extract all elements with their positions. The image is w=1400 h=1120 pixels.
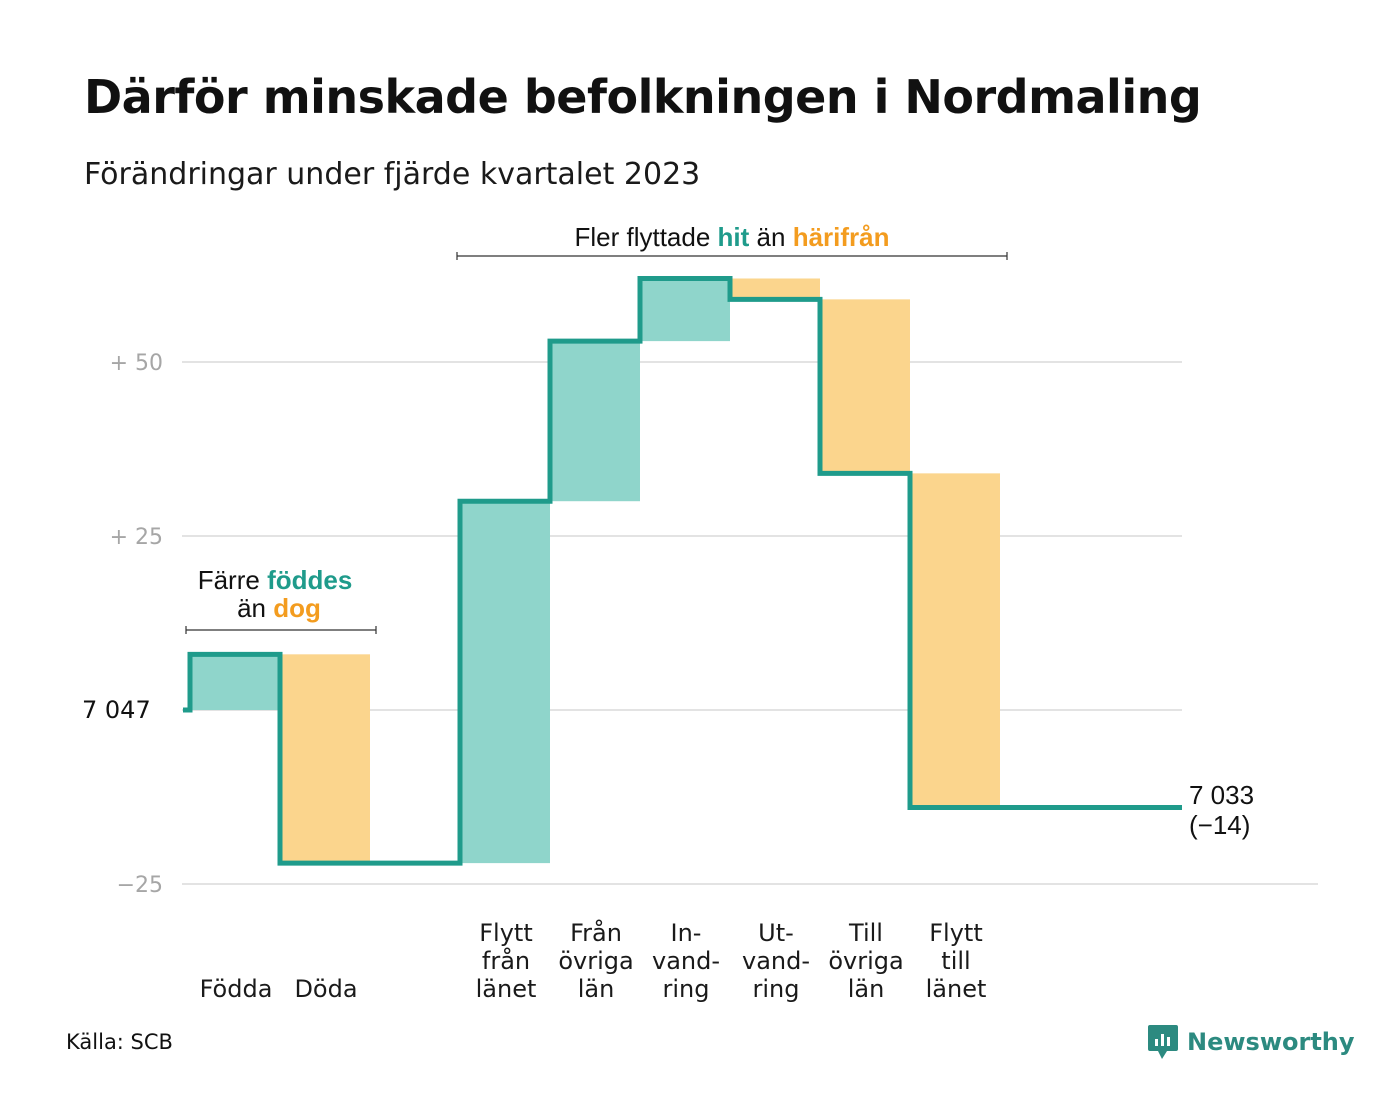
brand-name: Newsworthy [1187,1028,1355,1056]
annotation-migration-middle: än [757,222,786,252]
category-label: län [848,975,885,1003]
annotation-births-prefix: Färre [198,565,260,595]
y-tick-label: −25 [117,873,163,898]
category-label: Flytt [479,919,533,947]
category-label: Födda [200,975,273,1003]
end-value-label: 7 033 [1189,780,1254,810]
bar-till-övriga-län [820,299,910,474]
annotation-deaths-highlight: dog [273,593,321,623]
category-label: länet [926,975,987,1003]
category-label: Ut- [758,919,794,947]
category-label: vand- [742,947,810,975]
category-label: Till [848,919,883,947]
category-label: län [578,975,615,1003]
annotation-deaths-prefix: än [237,593,266,623]
bar-ut--vand--ring [730,278,820,300]
chart-subtitle: Förändringar under fjärde kvartalet 2023 [84,157,701,192]
source-note: Källa: SCB [66,1030,173,1054]
annotation-migration-harifran: härifrån [793,222,890,252]
bar-från-övriga-län [550,341,640,502]
cumulative-step-line [183,275,1182,866]
category-label: Flytt [929,919,983,947]
y-axis-ticks: + 50 + 25 −25 [110,351,163,898]
annotation-migration: Fler flyttade hit än härifrån [574,222,889,252]
category-label: övriga [558,947,633,975]
brand: Newsworthy [1147,1022,1355,1062]
annotation-births-line1: Färre föddes [198,565,353,595]
category-label: Från [570,918,622,947]
category-label: In- [671,919,702,947]
annotation-births-line2: än dog [237,593,321,623]
bar-döda [280,654,370,864]
category-label: Döda [294,975,357,1003]
category-label: till [941,947,970,975]
category-label: från [482,946,530,975]
bar-flytt-från-länet [460,501,550,864]
category-label: vand- [652,947,720,975]
base-value-label: 7 047 [82,696,151,724]
annotation-births-bracket [185,626,377,634]
chart-title: Därför minskade befolkningen i Nordmalin… [84,70,1202,124]
bar-flytt-till-länet [910,473,1000,808]
bar-in--vand--ring [640,278,730,342]
category-label: ring [663,975,710,1003]
end-change-label: (−14) [1189,810,1250,840]
y-tick-label: + 25 [110,525,163,550]
gridlines [182,361,1318,885]
category-label: övriga [828,947,903,975]
annotation-births-highlight: föddes [267,565,352,595]
bars [190,278,1000,864]
category-label: länet [476,975,537,1003]
annotation-migration-prefix: Fler flyttade [574,222,710,252]
bar-födda [190,654,280,710]
category-labels: Födda DödaFlyttfrånlänetFrånövrigalänIn-v… [200,918,987,1003]
annotation-migration-hit: hit [718,222,750,252]
category-label: ring [753,975,800,1003]
newsworthy-logo-icon [1148,1025,1178,1059]
y-tick-label: + 50 [110,351,163,376]
annotation-migration-bracket [456,252,1008,260]
